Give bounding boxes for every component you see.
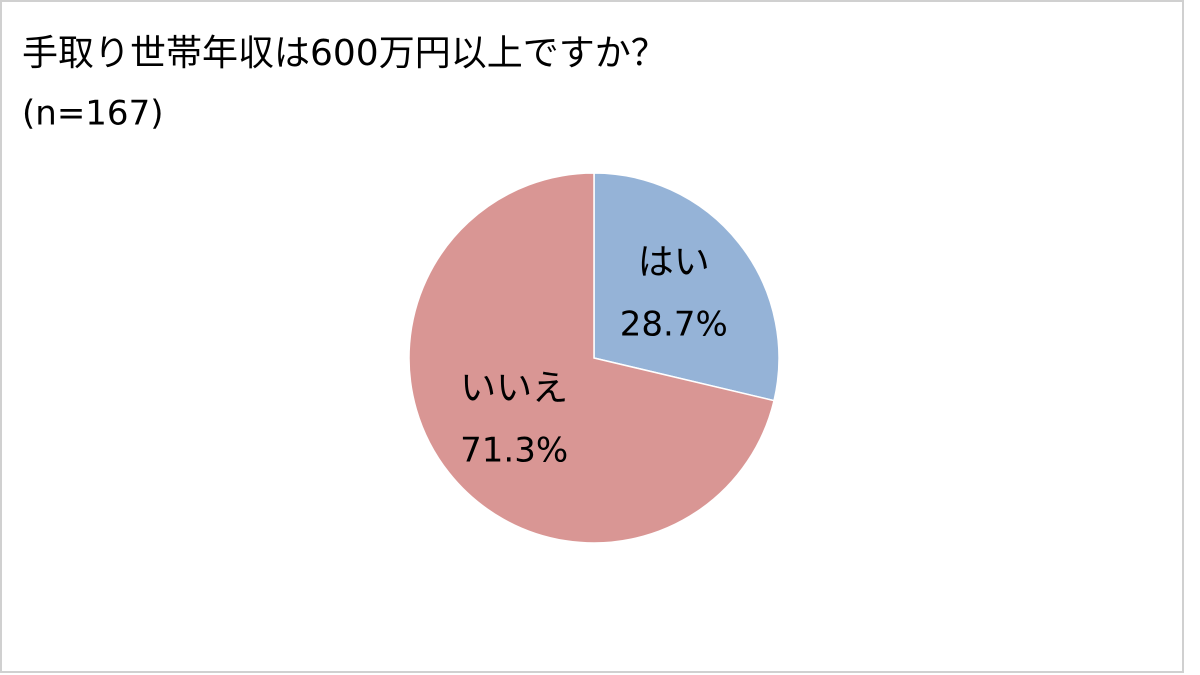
slice-category-label: いいえ <box>460 368 568 409</box>
chart-subtitle: (n=167) <box>22 94 163 134</box>
chart-title: 手取り世帯年収は600万円以上ですか？ <box>22 33 667 74</box>
slice-category-label: はい <box>638 242 710 283</box>
slice-value-label: 71.3% <box>460 431 568 471</box>
pie-slice <box>593 172 780 402</box>
slice-value-label: 28.7% <box>620 304 728 344</box>
pie-slice <box>408 172 775 544</box>
